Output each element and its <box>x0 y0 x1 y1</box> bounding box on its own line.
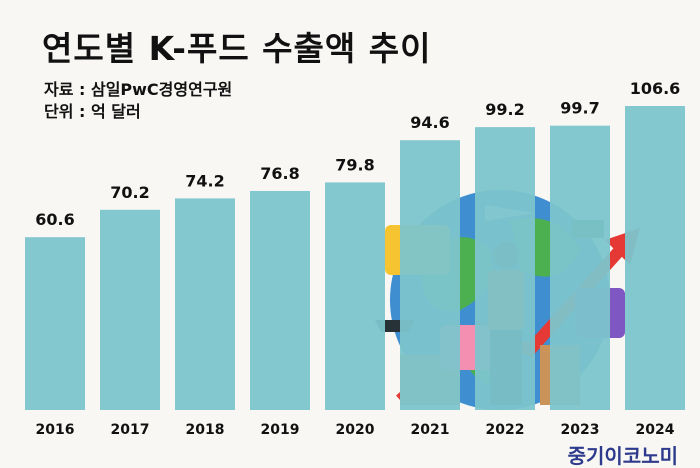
chart-title: 연도별 K-푸드 수출액 추이 <box>42 29 432 68</box>
data-label-2024: 106.6 <box>630 79 681 98</box>
source-label: 자료 : 삼일PwC경영연구원 <box>44 80 233 99</box>
bar-2022 <box>475 127 535 411</box>
data-label-2023: 99.7 <box>560 99 599 118</box>
bar-2017 <box>100 209 160 410</box>
data-label-2022: 99.2 <box>485 100 524 119</box>
unit-label: 단위 : 억 달러 <box>44 102 141 121</box>
x-tick-label-2019: 2019 <box>261 422 300 438</box>
data-label-2019: 76.8 <box>260 164 299 183</box>
x-tick-label-2017: 2017 <box>111 422 150 438</box>
bar-2023 <box>550 125 610 410</box>
bar-2016 <box>25 237 85 410</box>
x-tick-label-2022: 2022 <box>486 422 525 438</box>
bar-2021 <box>400 140 460 411</box>
bar-2018 <box>175 198 235 410</box>
x-tick-label-2021: 2021 <box>411 422 450 438</box>
x-tick-label-2024: 2024 <box>636 422 675 438</box>
data-label-2020: 79.8 <box>335 155 374 174</box>
data-label-2017: 70.2 <box>110 183 149 202</box>
publisher-logo: 중기이코노미 <box>567 444 678 468</box>
data-label-2016: 60.6 <box>35 210 74 229</box>
x-tick-label-2023: 2023 <box>561 422 600 438</box>
bar-2019 <box>250 190 310 410</box>
x-tick-label-2020: 2020 <box>336 422 375 438</box>
bar-2020 <box>325 182 385 410</box>
data-label-2018: 74.2 <box>185 171 224 190</box>
x-tick-label-2016: 2016 <box>36 422 75 438</box>
x-tick-label-2018: 2018 <box>186 422 225 438</box>
bar-2024 <box>625 106 685 410</box>
data-label-2021: 94.6 <box>410 113 449 132</box>
